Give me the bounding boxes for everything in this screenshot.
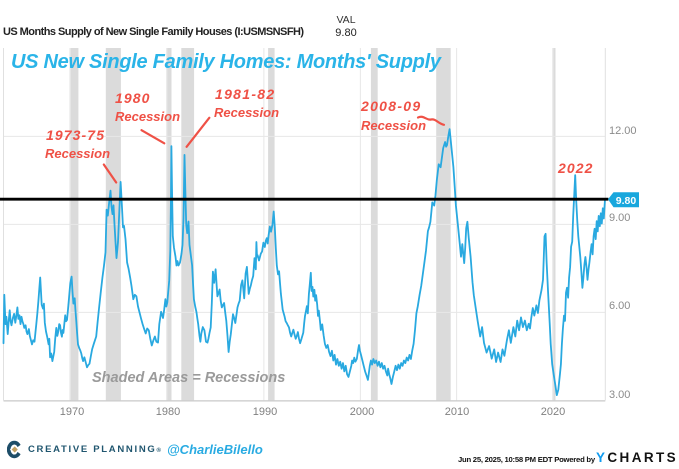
svg-text:9.80: 9.80 <box>616 195 637 207</box>
